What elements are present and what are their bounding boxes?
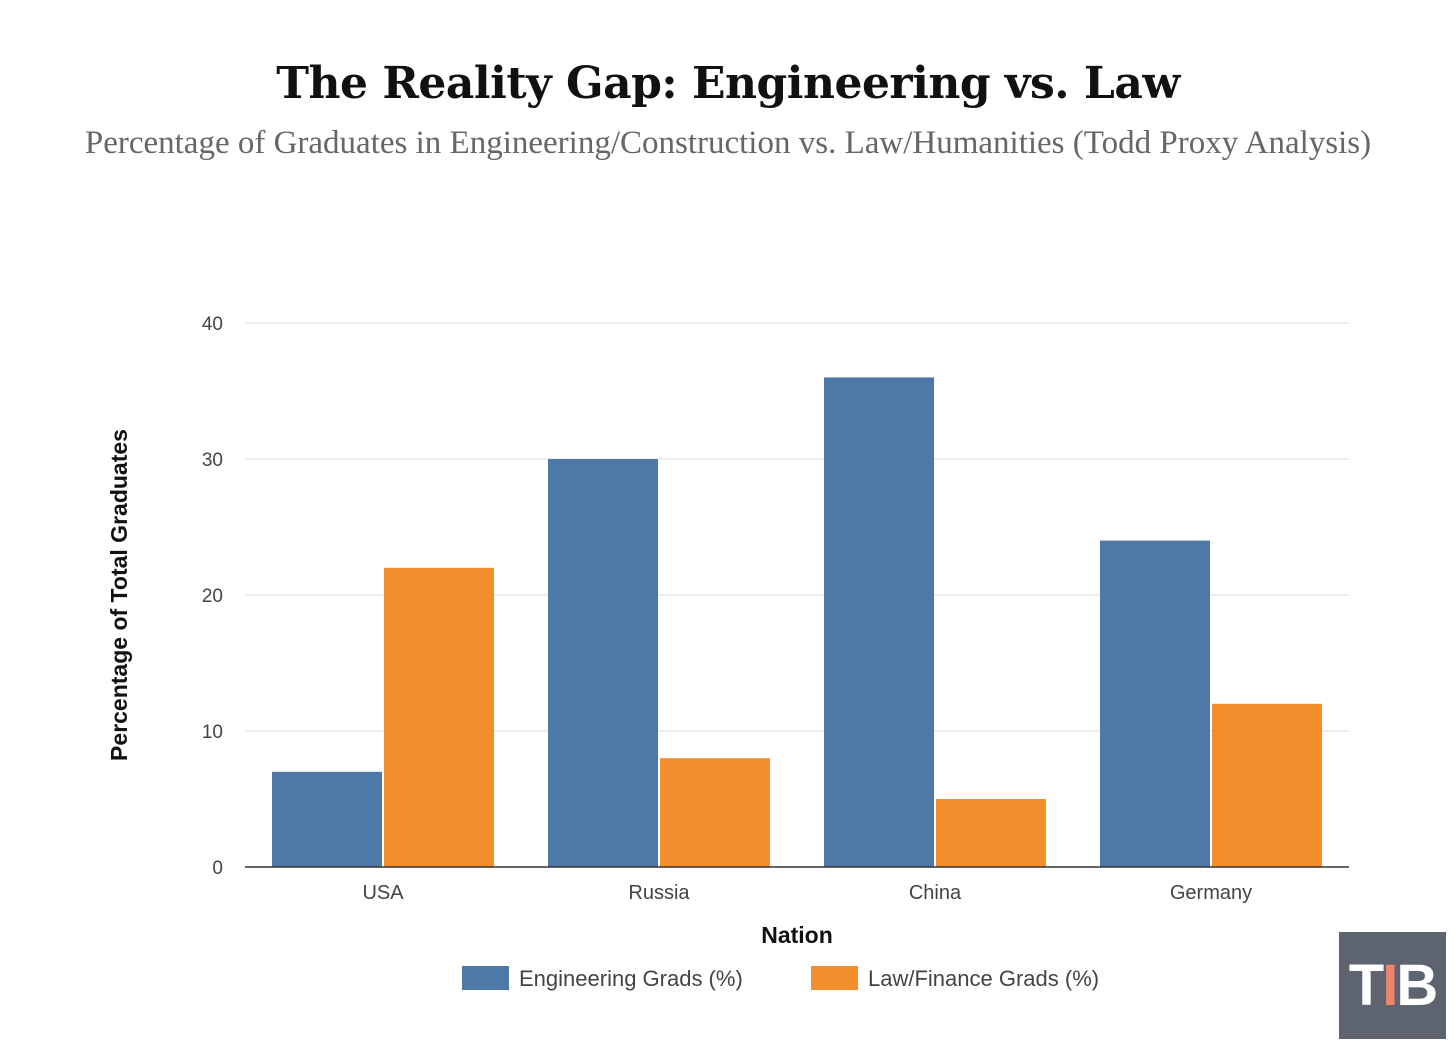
logo-letter-b: B: [1396, 953, 1438, 1018]
y-tick-label: 0: [212, 858, 223, 879]
legend-label: Law/Finance Grads (%): [868, 966, 1099, 991]
bars: [272, 377, 1322, 867]
legend-swatch: [811, 966, 858, 990]
x-tick-label: Russia: [628, 882, 690, 904]
logo-letter-i: I: [1382, 953, 1398, 1018]
y-tick-label: 20: [202, 586, 223, 607]
chart-subtitle: Percentage of Graduates in Engineering/C…: [84, 125, 1372, 161]
x-tick-label: Germany: [1170, 882, 1252, 904]
bar-russia-engineering: [548, 459, 658, 867]
bar-germany-engineering: [1100, 540, 1210, 867]
legend-label: Engineering Grads (%): [519, 966, 743, 991]
x-tick-labels: USA Russia China Germany: [362, 882, 1252, 904]
y-tick-label: 10: [202, 722, 223, 743]
bar-russia-law-finance: [660, 758, 770, 867]
bar-china-law-finance: [936, 799, 1046, 867]
x-axis-label: Nation: [761, 922, 833, 948]
y-tick-label: 40: [202, 314, 223, 335]
bar-usa-engineering: [272, 771, 382, 867]
bar-usa-law-finance: [384, 567, 494, 867]
x-tick-label: USA: [362, 882, 404, 904]
legend-swatch: [462, 966, 509, 990]
legend: Engineering Grads (%) Law/Finance Grads (…: [462, 966, 1099, 991]
logo-letter-t: T: [1348, 953, 1384, 1018]
x-tick-label: China: [909, 882, 962, 904]
y-tick-label: 30: [202, 450, 223, 471]
bar-china-engineering: [824, 377, 934, 867]
chart-title: The Reality Gap: Engineering vs. Law: [276, 58, 1180, 109]
y-axis-label: Percentage of Total Graduates: [106, 429, 132, 761]
bar-germany-law-finance: [1212, 703, 1322, 867]
